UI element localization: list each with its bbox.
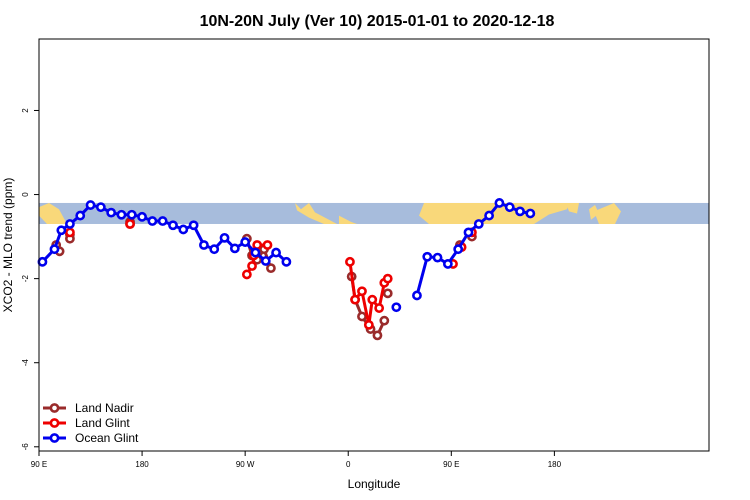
legend-label: Ocean Glint — [75, 431, 139, 445]
data-point — [37, 256, 48, 267]
data-point — [199, 240, 209, 250]
legend-marker — [49, 433, 60, 443]
data-point — [188, 220, 199, 231]
data-point — [453, 244, 464, 255]
data-point — [260, 256, 271, 266]
data-point — [85, 200, 96, 210]
data-point — [422, 251, 433, 262]
data-point — [56, 225, 67, 236]
data-point — [247, 261, 257, 271]
data-point — [382, 273, 393, 284]
series-line — [348, 261, 389, 327]
data-point — [116, 209, 127, 220]
data-point — [266, 263, 276, 274]
data-point — [412, 290, 422, 301]
data-point — [229, 243, 240, 254]
x-tick-label: 180 — [548, 460, 562, 469]
x-axis-label: Longitude — [348, 477, 401, 491]
data-point — [350, 294, 361, 305]
legend-marker — [49, 403, 60, 413]
data-point — [271, 247, 281, 258]
data-point — [252, 240, 263, 250]
data-point — [125, 219, 135, 229]
x-axis: 90 E 180 90 W 0 90 E 180 — [31, 451, 562, 469]
data-point — [345, 256, 355, 267]
data-point — [250, 247, 261, 258]
data-point — [525, 208, 536, 219]
data-point — [137, 211, 147, 222]
y-tick-label: -4 — [21, 359, 30, 367]
y-axis: 2 0 -2 -4 -6 — [21, 108, 39, 451]
data-point — [382, 288, 393, 299]
data-point — [379, 315, 390, 326]
data-point — [147, 216, 158, 226]
data-point — [432, 252, 443, 263]
x-tick-label: 0 — [346, 460, 351, 469]
data-point — [357, 311, 367, 322]
y-axis-label: XCO2 - MLO trend (ppm) — [1, 178, 15, 313]
data-point — [241, 269, 252, 280]
data-point — [372, 330, 383, 341]
land-shape — [295, 202, 337, 224]
data-point — [463, 227, 474, 238]
x-tick-label: 90 E — [443, 460, 459, 469]
data-point — [126, 209, 137, 220]
data-point — [494, 198, 505, 208]
x-tick-label: 90 W — [236, 460, 255, 469]
legend-label: Land Nadir — [75, 401, 134, 415]
data-point — [157, 216, 168, 226]
data-point — [473, 219, 484, 229]
map-land — [39, 202, 621, 224]
data-point — [240, 237, 251, 247]
data-point — [504, 202, 515, 213]
y-tick-label: 0 — [21, 192, 30, 197]
data-point — [209, 244, 220, 255]
land-shape — [566, 202, 579, 214]
data-point — [65, 227, 75, 238]
x-tick-label: 180 — [135, 460, 149, 469]
y-tick-label: -6 — [21, 443, 30, 451]
data-point — [168, 220, 178, 231]
plot-frame — [38, 38, 710, 452]
legend-label: Land Glint — [75, 416, 130, 430]
legend-item: Ocean Glint — [43, 431, 139, 445]
series-land-nadir — [51, 216, 477, 341]
chart-title: 10N-20N July (Ver 10) 2015-01-01 to 2020… — [200, 13, 555, 30]
land-shape — [419, 202, 569, 224]
legend-item: Land Glint — [43, 416, 130, 430]
data-point — [65, 219, 75, 229]
data-point — [106, 207, 117, 218]
series-layer — [37, 198, 536, 341]
y-tick-label: -2 — [21, 275, 30, 283]
data-point — [281, 256, 292, 267]
data-point — [178, 224, 189, 235]
y-tick-label: 2 — [21, 108, 30, 113]
series-ocean-glint — [37, 198, 536, 313]
data-point — [95, 202, 106, 213]
x-tick-label: 90 E — [31, 460, 47, 469]
land-shape — [39, 202, 67, 224]
data-point — [442, 259, 453, 269]
data-point — [357, 286, 367, 297]
map-background-strip — [39, 202, 709, 224]
land-shape — [594, 202, 621, 224]
land-shape — [339, 215, 357, 224]
data-point — [367, 294, 378, 305]
data-point — [374, 303, 385, 313]
legend-marker — [49, 418, 60, 428]
series-land-glint — [65, 219, 477, 330]
legend-item: Land Nadir — [43, 401, 134, 415]
data-point — [75, 210, 86, 221]
data-point — [484, 210, 495, 221]
data-point — [363, 319, 374, 330]
data-point — [219, 232, 230, 243]
data-point — [262, 240, 273, 250]
data-point — [391, 302, 402, 313]
data-point — [515, 206, 525, 217]
data-point — [49, 244, 60, 255]
land-shape — [589, 205, 599, 220]
